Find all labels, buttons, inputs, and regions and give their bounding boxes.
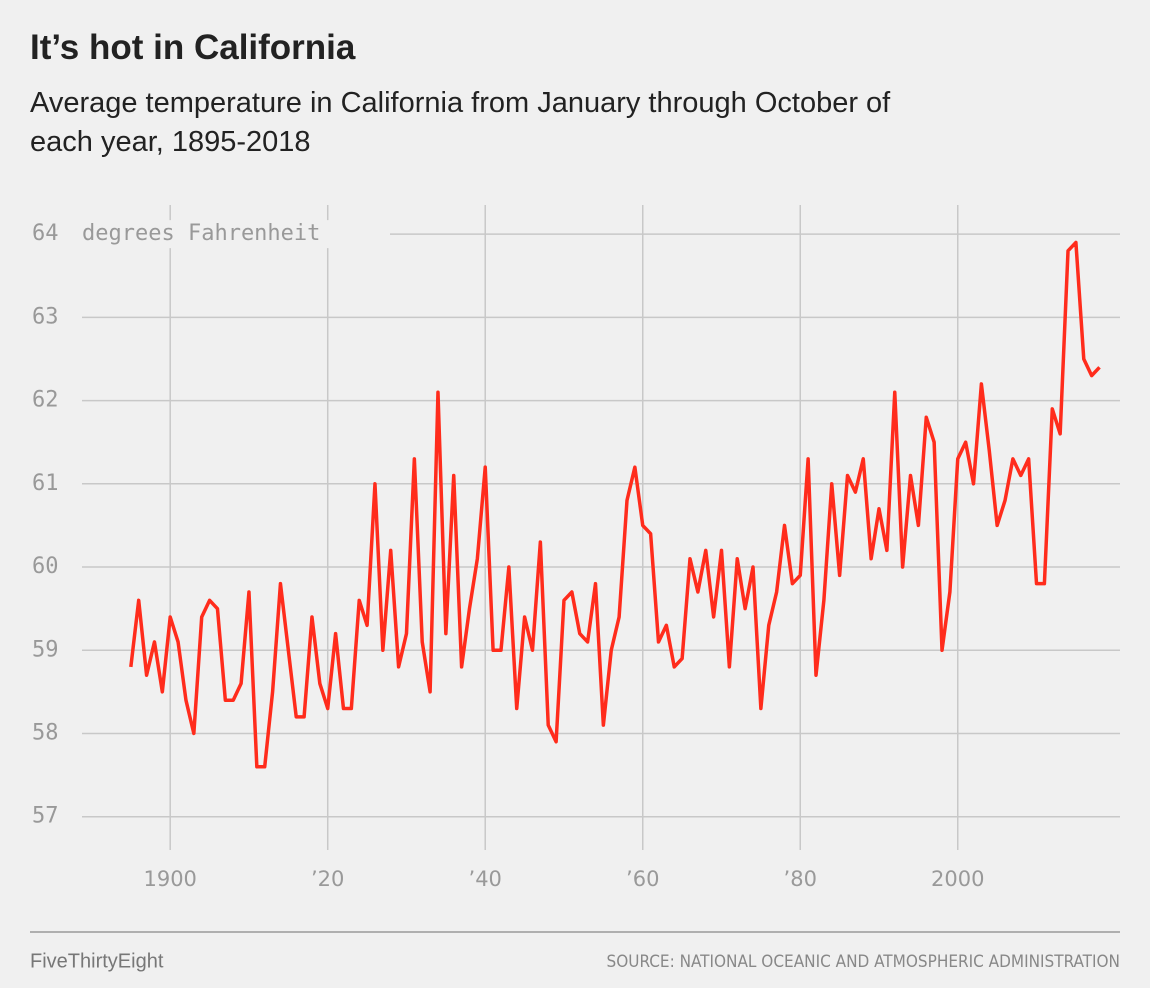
x-tick-label: 1900 — [143, 867, 196, 891]
y-tick-label: 59 — [32, 637, 59, 662]
x-tick-label: ’60 — [626, 867, 659, 891]
chart-title: It’s hot in California — [30, 28, 356, 67]
x-tick-label: ’80 — [784, 867, 817, 891]
chart-subtitle: Average temperature in California from J… — [30, 87, 891, 158]
temperature-line — [129, 240, 1101, 769]
y-unit-label: degrees Fahrenheit — [82, 221, 320, 246]
source: SOURCE: NATIONAL OCEANIC AND ATMOSPHERIC… — [607, 952, 1121, 972]
x-tick-label: ’20 — [311, 867, 344, 891]
y-tick-label: 62 — [32, 388, 59, 413]
y-tick-label: 64 — [32, 221, 59, 246]
x-tick-label: ’40 — [469, 867, 502, 891]
y-tick-label: 61 — [32, 471, 59, 496]
unit-background — [76, 220, 390, 249]
y-tick-label: 58 — [32, 720, 59, 745]
x-tick-label: 2000 — [931, 867, 984, 891]
credit: FiveThirtyEight — [30, 950, 164, 972]
y-tick-label: 57 — [32, 804, 59, 829]
y-tick-label: 60 — [32, 554, 59, 579]
y-tick-label: 63 — [32, 304, 59, 329]
